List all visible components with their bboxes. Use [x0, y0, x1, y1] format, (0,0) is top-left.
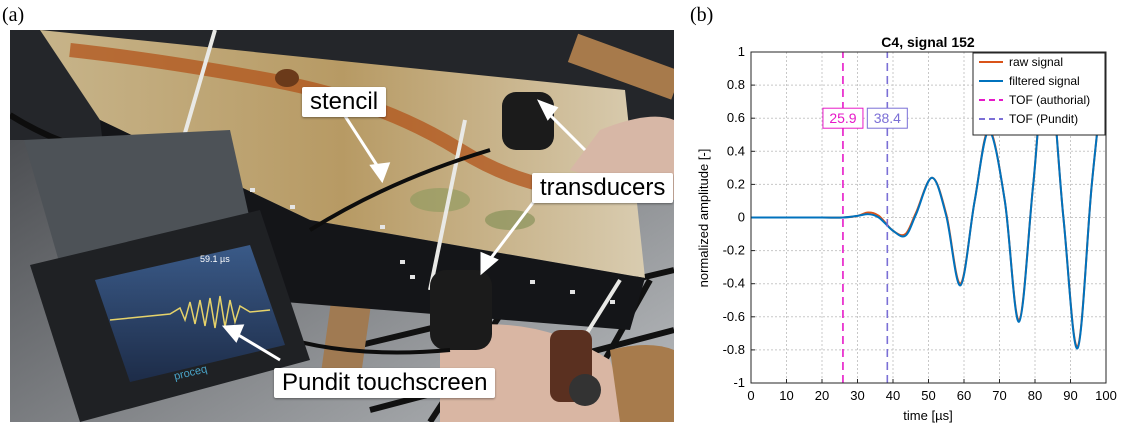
- x-tick-label: 50: [921, 388, 935, 403]
- panel-label-a: (a): [2, 4, 25, 26]
- x-tick-label: 70: [992, 388, 1006, 403]
- tof-annotation-box: [822, 107, 864, 129]
- y-axis-ticks: -1 -0.8 -0.6 -0.4 -0.2 0 0.2 0.4 0.6 0.8 1: [723, 44, 755, 390]
- series-line-1: [751, 52, 1106, 350]
- y-tick-label: -0.2: [723, 243, 745, 258]
- x-tick-label: 40: [886, 388, 900, 403]
- y-tick-label: 1: [738, 44, 745, 59]
- chart-series: [751, 52, 1106, 383]
- legend-label: TOF (authorial): [1009, 93, 1090, 107]
- panel-label-b: (b): [690, 4, 714, 26]
- tof-annotation-box: [866, 107, 908, 129]
- x-tick-label: 60: [957, 388, 971, 403]
- legend-label: TOF (Pundit): [1009, 112, 1078, 126]
- chart-title: C4, signal 152: [881, 34, 975, 50]
- callout-stencil: stencil: [302, 87, 387, 117]
- tof-annotation-label: 38.4: [874, 110, 901, 126]
- x-tick-label: 10: [779, 388, 793, 403]
- tof-annotations: 25.9 38.4: [822, 107, 908, 129]
- measurement-setup-photo: 59.1 µs proceq stencil transducers Pundi…: [10, 30, 674, 422]
- signal-chart: 0 10 20 30 40 50 60 70 80 90 100 -1-0.8-0.6-0.4-0.…: [696, 34, 1117, 423]
- x-tick-label: 100: [1095, 388, 1117, 403]
- chart-legend: raw signal filtered signal TOF (authorial)…: [972, 52, 1106, 136]
- x-tick-label: 80: [1028, 388, 1042, 403]
- device-time-readout: 59.1 µs: [200, 254, 230, 264]
- legend-label: raw signal: [1009, 55, 1063, 69]
- y-tick-label: 0.2: [727, 176, 745, 191]
- y-tick-label: 0.8: [727, 77, 745, 92]
- y-tick-label: 0: [738, 210, 745, 225]
- y-tick-label: 0.6: [727, 110, 745, 125]
- callout-pundit-touchscreen: Pundit touchscreen: [274, 368, 496, 398]
- x-tick-label: 30: [850, 388, 864, 403]
- x-axis-label: time [µs]: [903, 408, 952, 423]
- y-tick-label: -0.6: [723, 309, 745, 324]
- y-tick-label: -0.8: [723, 342, 745, 357]
- y-tick-label: 0.4: [727, 143, 745, 158]
- x-axis-ticks: 0 10 20 30 40 50 60 70 80 90 100: [747, 379, 1117, 403]
- x-tick-label: 20: [815, 388, 829, 403]
- y-tick-label: -1: [733, 375, 745, 390]
- y-axis-label: normalized amplitude [-]: [696, 149, 711, 288]
- legend-box: [972, 52, 1106, 136]
- legend-label: filtered signal: [1009, 74, 1080, 88]
- x-tick-label: 90: [1063, 388, 1077, 403]
- tof-annotation-label: 25.9: [829, 110, 856, 126]
- callout-transducers: transducers: [532, 173, 674, 203]
- y-tick-label: -0.4: [723, 276, 745, 291]
- x-tick-label: 0: [747, 388, 754, 403]
